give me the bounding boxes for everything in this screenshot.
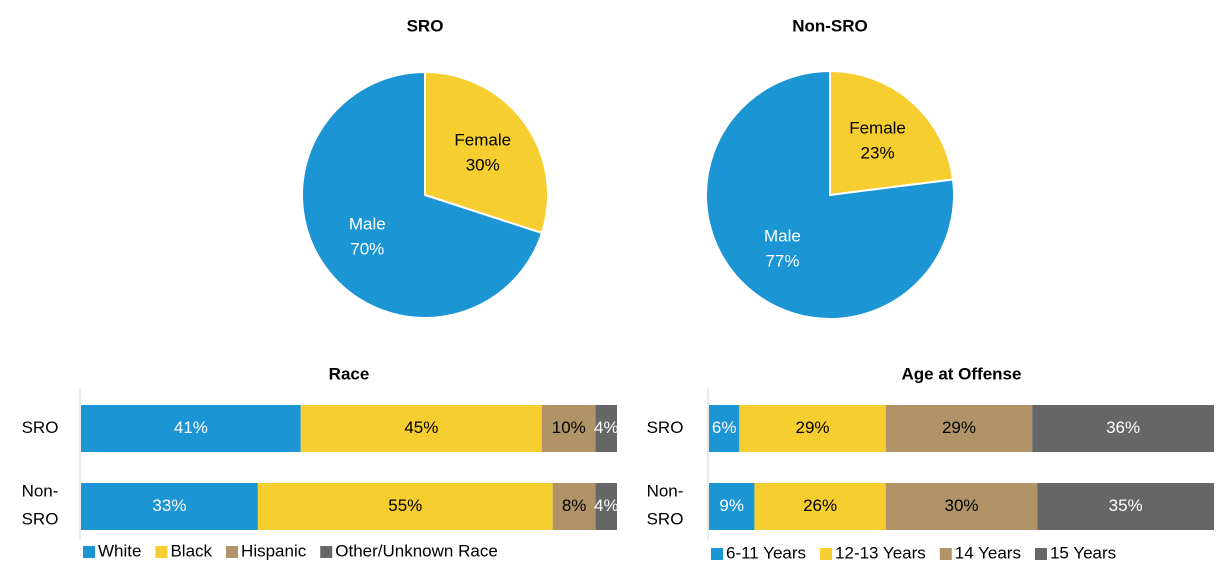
- bar-segment: [709, 405, 740, 452]
- bar-value-label: 45%: [404, 418, 438, 437]
- bar-segment: [885, 483, 1038, 530]
- bar-value-label: 9%: [719, 496, 744, 515]
- slice-category-label: Male: [349, 214, 386, 233]
- bar-segment: [541, 405, 596, 452]
- pie-slice: [829, 69, 955, 197]
- bar-value-label: 26%: [803, 496, 837, 515]
- y-tick-label: Non-SRO: [647, 482, 684, 529]
- bar-value-label: 4%: [594, 496, 619, 515]
- bar-segment: [552, 483, 596, 530]
- y-tick-label: SRO: [22, 418, 59, 437]
- bar-value-label: 4%: [594, 418, 619, 437]
- legend-swatch: [320, 546, 333, 558]
- slice-value-label: 77%: [765, 251, 799, 270]
- legend-swatch: [155, 546, 168, 558]
- bar-segment: [81, 483, 258, 530]
- bar-segment: [595, 483, 617, 530]
- bar-value-label: 29%: [796, 418, 830, 437]
- bar-segment: [885, 405, 1033, 452]
- bar-value-label: 33%: [152, 496, 186, 515]
- bar-value-label: 29%: [942, 418, 976, 437]
- chart-title: SRO: [407, 16, 444, 35]
- bar-segment: [709, 483, 755, 530]
- bar-segment: [1037, 483, 1214, 530]
- bar-value-label: 30%: [944, 496, 978, 515]
- bar-segment: [754, 483, 886, 530]
- chart-title: Age at Offense: [902, 364, 1022, 383]
- slice-category-label: Female: [454, 131, 511, 150]
- bar-value-label: 6%: [712, 418, 737, 437]
- bar-segment: [300, 405, 542, 452]
- slice-value-label: 70%: [350, 239, 384, 258]
- legend-label: Hispanic: [241, 541, 307, 560]
- slice-value-label: 30%: [466, 156, 500, 175]
- chart-title: Non-SRO: [792, 16, 868, 35]
- legend-swatch: [711, 548, 723, 560]
- legend-swatch: [226, 546, 239, 558]
- slice-category-label: Male: [764, 226, 801, 245]
- legend-label: Black: [170, 541, 212, 560]
- bar-segment: [595, 405, 617, 452]
- y-tick-label: SRO: [647, 418, 684, 437]
- chart-title: Race: [329, 364, 370, 383]
- legend-label: White: [98, 541, 141, 560]
- bar-value-label: 35%: [1109, 496, 1143, 515]
- pie-slice: [301, 70, 544, 319]
- bar-value-label: 36%: [1106, 418, 1140, 437]
- legend-label: 12-13 Years: [835, 543, 926, 562]
- bar-segment: [739, 405, 886, 452]
- legend-label: 6-11 Years: [726, 543, 806, 562]
- legend-label: 15 Years: [1050, 543, 1116, 562]
- legend-swatch: [939, 548, 952, 560]
- legend-label: 14 Years: [955, 543, 1021, 562]
- slice-category-label: Female: [849, 119, 906, 138]
- legend-swatch: [1034, 548, 1047, 560]
- y-tick-label: Non-SRO: [22, 482, 59, 529]
- bar-segment: [1032, 405, 1214, 452]
- bar-segment: [81, 405, 301, 452]
- pie-slice: [424, 70, 549, 235]
- bar-value-label: 8%: [562, 496, 587, 515]
- legend-swatch: [820, 548, 833, 560]
- slice-value-label: 23%: [861, 144, 895, 163]
- bar-segment: [257, 483, 553, 530]
- bar-value-label: 41%: [174, 418, 208, 437]
- legend-label: Other/Unknown Race: [335, 541, 498, 560]
- bar-value-label: 10%: [552, 418, 586, 437]
- bar-value-label: 55%: [388, 496, 422, 515]
- pie-slice: [705, 69, 955, 320]
- legend-swatch: [83, 546, 95, 558]
